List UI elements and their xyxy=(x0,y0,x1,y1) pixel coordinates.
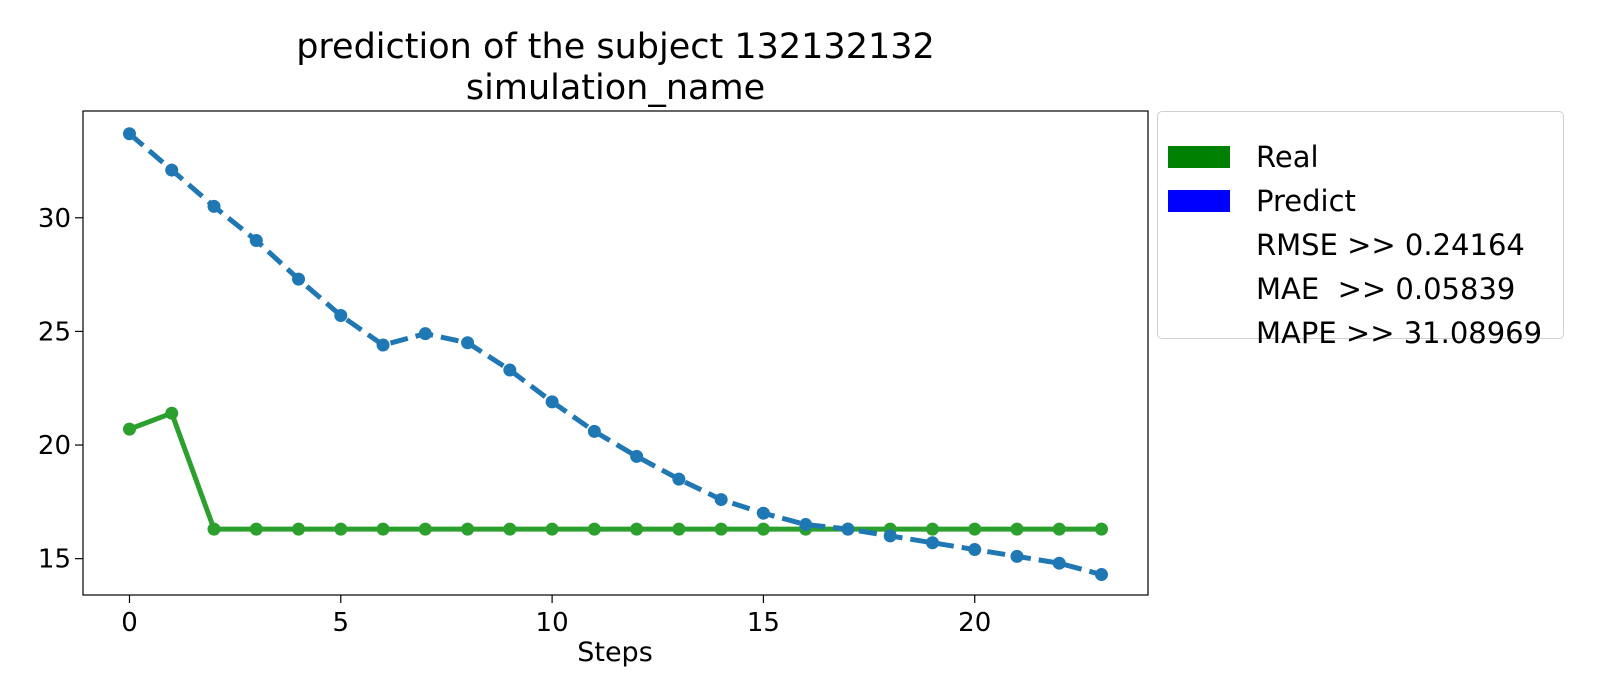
data-point-predict xyxy=(292,272,306,286)
x-tick-label: 10 xyxy=(536,608,569,638)
data-point-real xyxy=(165,406,179,420)
data-point-real xyxy=(587,522,601,536)
legend-label-rmse: RMSE >> 0.24164 xyxy=(1256,228,1525,262)
data-point-predict xyxy=(714,493,728,507)
data-point-predict xyxy=(249,234,263,248)
data-point-real xyxy=(376,522,390,536)
data-point-predict xyxy=(545,395,559,409)
data-point-real xyxy=(968,522,982,536)
data-point-predict xyxy=(1095,568,1109,582)
data-point-real xyxy=(672,522,686,536)
legend-swatch-blank xyxy=(1168,278,1230,300)
data-point-predict xyxy=(122,127,136,141)
data-point-predict xyxy=(756,506,770,520)
chart-legend: Real Predict RMSE >> 0.24164 MAE >> 0.05… xyxy=(1157,111,1564,350)
series-group xyxy=(122,127,1109,582)
axis-ticks: 0 5 10 15 20 15 20 25 30 xyxy=(38,204,991,638)
data-point-real xyxy=(503,522,517,536)
data-point-predict xyxy=(925,536,939,550)
legend-swatch-real xyxy=(1168,146,1230,168)
legend-item-mae: MAE >> 0.05839 xyxy=(1168,269,1515,309)
data-point-predict xyxy=(503,363,517,377)
data-point-predict xyxy=(672,472,686,486)
legend-item-real: Real xyxy=(1168,137,1319,177)
legend-item-predict: Predict xyxy=(1168,181,1356,221)
data-point-real xyxy=(630,522,644,536)
data-point-real xyxy=(334,522,348,536)
data-point-real xyxy=(249,522,263,536)
legend-swatch-blank xyxy=(1168,322,1230,344)
legend-swatch-blank xyxy=(1168,234,1230,256)
data-point-predict xyxy=(841,522,855,536)
data-point-real xyxy=(207,522,221,536)
chart-title-line-2: simulation_name xyxy=(465,68,766,108)
x-tick-label: 15 xyxy=(747,608,780,638)
data-point-real xyxy=(292,522,306,536)
data-point-predict xyxy=(165,163,179,177)
y-tick-label: 15 xyxy=(38,545,71,575)
x-axis-label: Steps xyxy=(577,637,653,668)
data-point-predict xyxy=(334,309,348,323)
data-point-predict xyxy=(630,449,644,463)
data-point-real xyxy=(545,522,559,536)
data-point-real xyxy=(1095,522,1109,536)
legend-item-mape: MAPE >> 31.08969 xyxy=(1168,313,1542,353)
data-point-predict xyxy=(1010,549,1024,563)
y-tick-label: 25 xyxy=(38,317,71,347)
data-point-real xyxy=(122,422,136,436)
legend-label-mape: MAPE >> 31.08969 xyxy=(1256,316,1543,350)
data-point-predict xyxy=(968,543,982,557)
data-point-real xyxy=(1010,522,1024,536)
x-tick-label: 5 xyxy=(333,608,350,638)
y-tick-label: 30 xyxy=(38,204,71,234)
legend-label-predict: Predict xyxy=(1256,184,1356,218)
plot-area-frame xyxy=(82,110,1149,596)
x-tick-label: 0 xyxy=(121,608,138,638)
legend-item-rmse: RMSE >> 0.24164 xyxy=(1168,225,1525,265)
x-tick-label: 20 xyxy=(958,608,991,638)
data-point-predict xyxy=(587,424,601,438)
data-point-real xyxy=(756,522,770,536)
series-line-predict xyxy=(127,131,1103,577)
data-point-real xyxy=(925,522,939,536)
data-point-real xyxy=(418,522,432,536)
chart-title-line-1: prediction of the subject 132132132 xyxy=(296,27,935,67)
data-point-predict xyxy=(799,518,813,532)
legend-label-real: Real xyxy=(1256,140,1319,174)
series-line-real xyxy=(128,410,1102,532)
data-point-predict xyxy=(207,199,221,213)
legend-swatch-predict xyxy=(1168,190,1230,212)
legend-label-mae: MAE >> 0.05839 xyxy=(1256,272,1516,306)
data-point-predict xyxy=(1052,556,1066,570)
data-point-predict xyxy=(376,338,390,352)
data-point-real xyxy=(461,522,475,536)
y-tick-label: 20 xyxy=(38,431,71,461)
data-point-real xyxy=(714,522,728,536)
data-point-predict xyxy=(418,327,432,341)
data-point-predict xyxy=(461,336,475,350)
data-point-predict xyxy=(883,529,897,543)
data-point-real xyxy=(1052,522,1066,536)
